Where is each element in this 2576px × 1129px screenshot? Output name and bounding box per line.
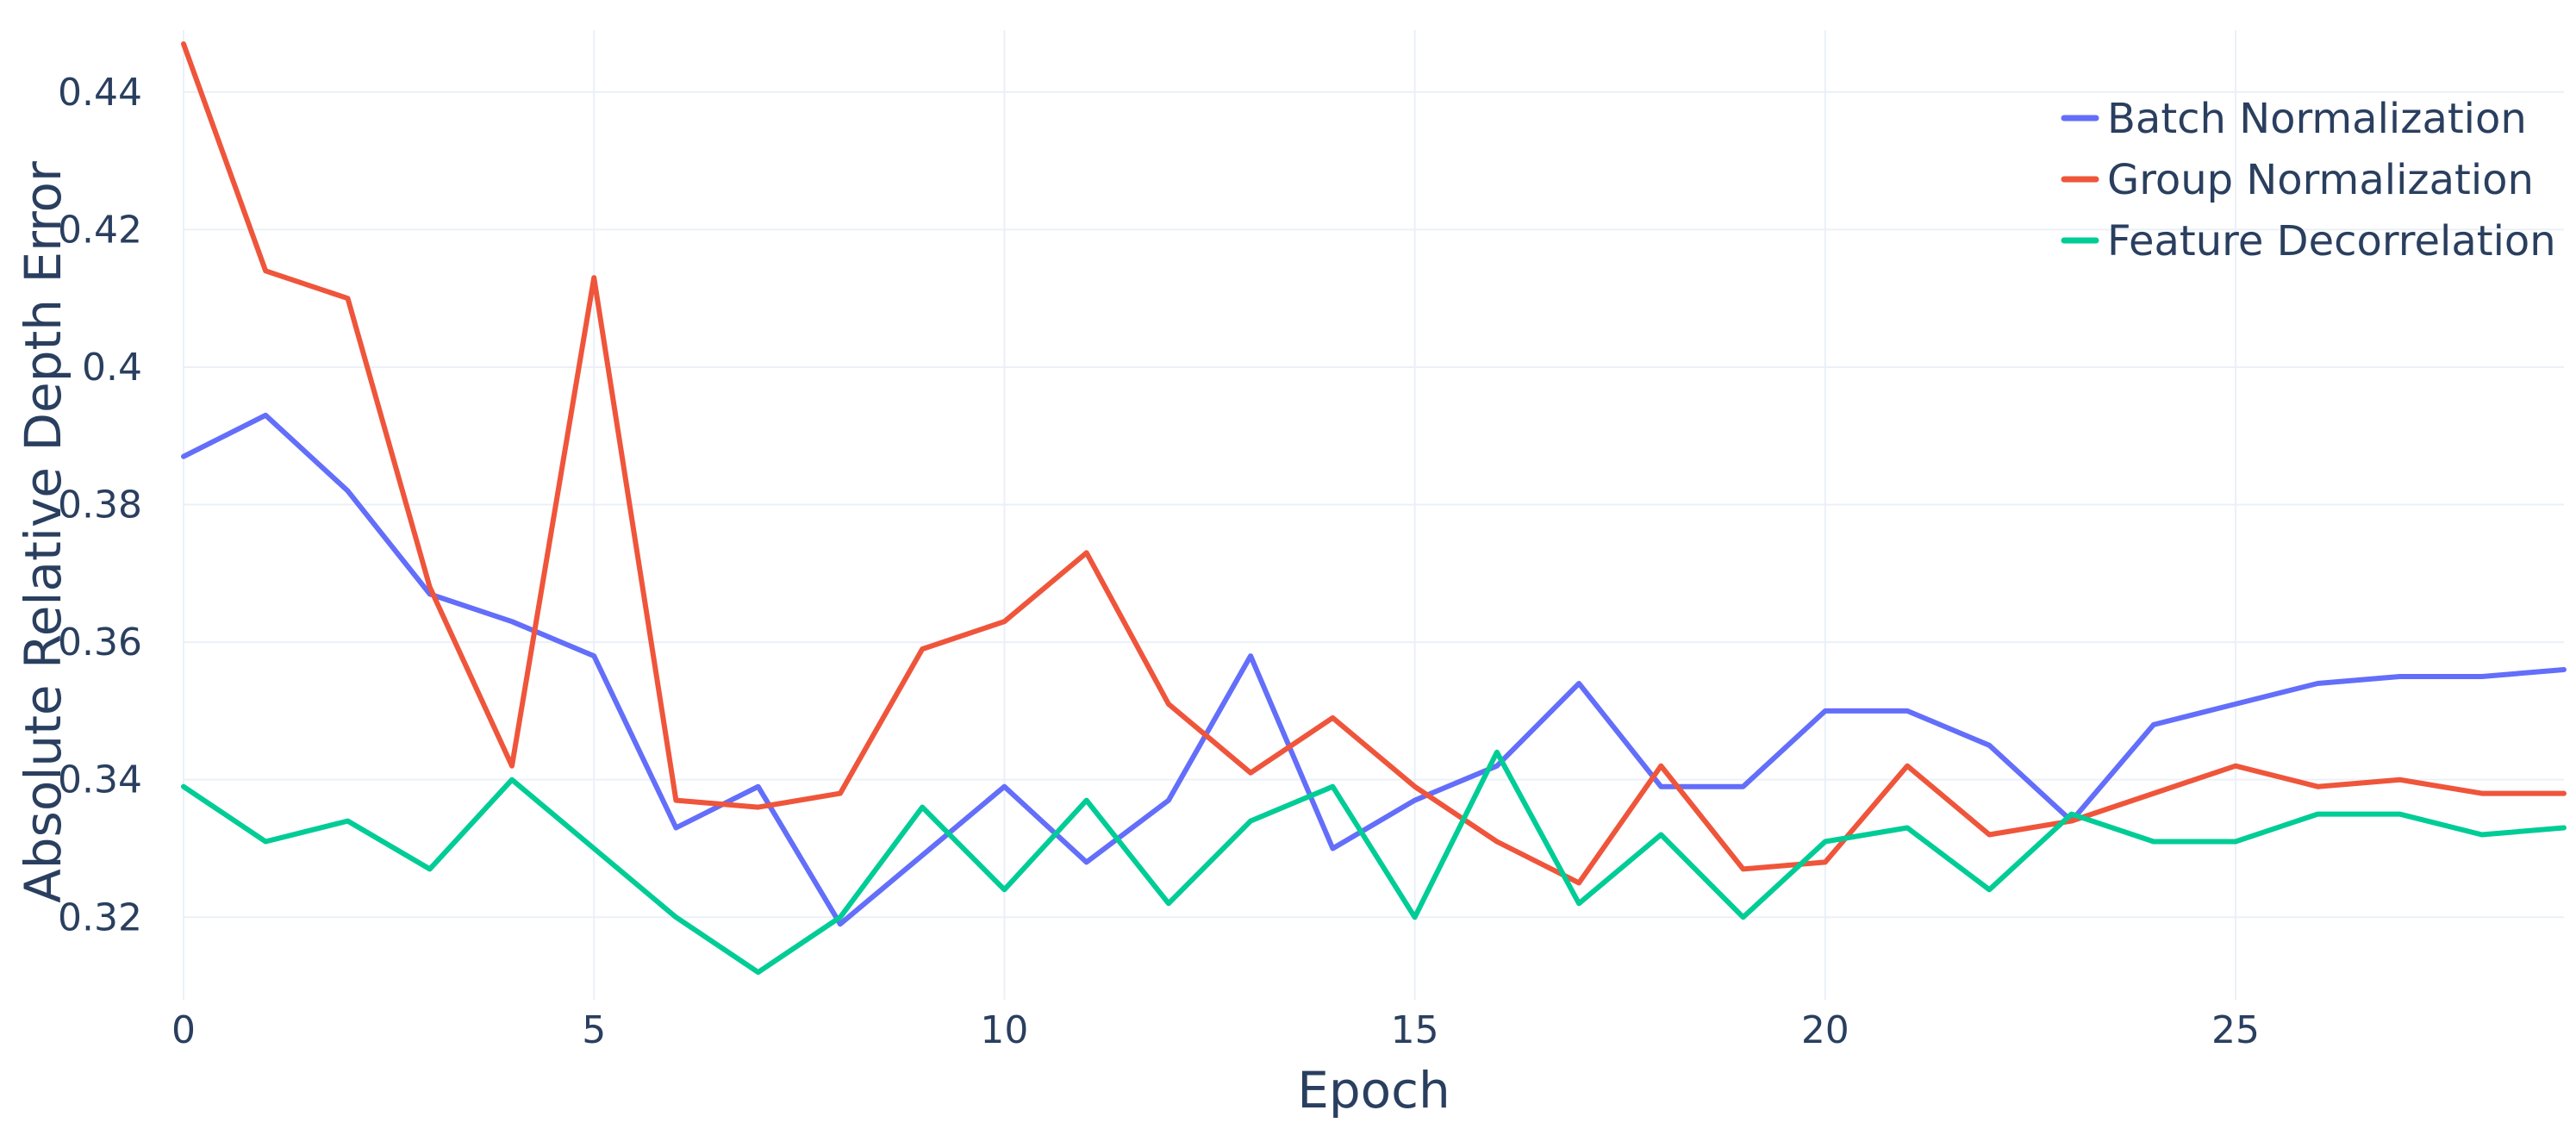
legend-item[interactable]: Feature Decorrelation xyxy=(2061,217,2556,265)
x-axis-title: Epoch xyxy=(1297,1061,1450,1120)
series-line-batch-normalization xyxy=(181,412,2567,927)
x-tick-labels: 0 5 10 15 20 25 xyxy=(172,1008,2260,1052)
x-tick-label: 25 xyxy=(2211,1008,2260,1052)
x-tick-label: 20 xyxy=(1801,1008,1849,1052)
legend-label: Feature Decorrelation xyxy=(2107,217,2556,265)
legend-item[interactable]: Group Normalization xyxy=(2061,156,2534,204)
x-tick-label: 0 xyxy=(172,1008,196,1052)
series-line-feature-decorrelation xyxy=(181,749,2567,976)
y-tick-label: 0.36 xyxy=(58,621,142,664)
series-lines xyxy=(181,41,2567,976)
y-tick-label: 0.34 xyxy=(58,758,142,802)
legend-label: Group Normalization xyxy=(2107,156,2534,204)
x-tick-label: 15 xyxy=(1391,1008,1439,1052)
y-tick-label: 0.4 xyxy=(82,346,142,390)
y-tick-label: 0.32 xyxy=(58,895,142,939)
legend[interactable]: Batch Normalization Group Normalization Fe… xyxy=(2061,95,2556,265)
y-tick-labels: 0.32 0.34 0.36 0.38 0.4 0.42 0.44 xyxy=(58,71,142,939)
x-tick-label: 10 xyxy=(980,1008,1028,1052)
legend-item[interactable]: Batch Normalization xyxy=(2061,95,2527,143)
series-line-group-normalization xyxy=(181,41,2567,886)
y-tick-label: 0.38 xyxy=(58,483,142,527)
y-tick-label: 0.42 xyxy=(58,208,142,252)
legend-label: Batch Normalization xyxy=(2107,95,2527,143)
y-axis-title: Absolute Relative Depth Error xyxy=(14,161,72,903)
x-tick-label: 5 xyxy=(582,1008,606,1052)
y-tick-label: 0.44 xyxy=(58,71,142,115)
